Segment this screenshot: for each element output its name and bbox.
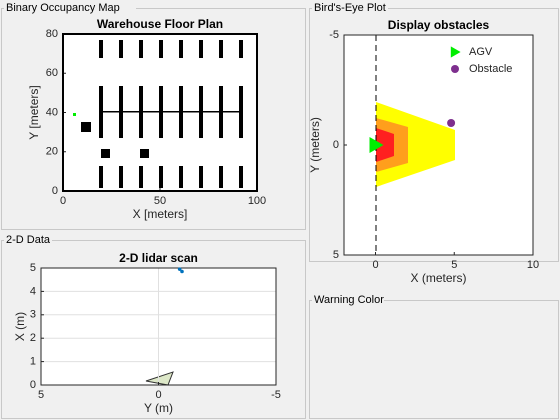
y-tick-label: 2 (30, 332, 36, 344)
y-tick-label: 0 (30, 379, 36, 391)
data-point (369, 137, 384, 153)
panel-title: Warning Color (314, 294, 384, 306)
legend-marker (450, 46, 461, 58)
y-tick-label: 80 (46, 28, 58, 40)
panel-title-bg (312, 2, 388, 15)
x-tick-label: -5 (271, 389, 281, 401)
x-axis-label: X [meters] (133, 207, 188, 221)
x-tick-label: 5 (38, 389, 44, 401)
legend-label: AGV (469, 46, 493, 58)
panel-border (309, 300, 559, 419)
y-tick-label: 0 (333, 139, 339, 151)
y-tick-label: -5 (329, 29, 339, 41)
panel-title-bg (312, 294, 384, 307)
y-tick-label: 40 (46, 106, 58, 118)
y-tick-label: 3 (30, 309, 36, 321)
data-point (180, 269, 184, 274)
x-axis-label: X (meters) (410, 271, 466, 285)
y-axis-label: Y (meters) (308, 117, 322, 173)
panel-title: Bird's-Eye Plot (314, 2, 386, 14)
chart-title: Display obstacles (388, 18, 490, 32)
y-tick-label: 60 (46, 67, 58, 79)
x-tick-label: 0 (155, 389, 161, 401)
y-axis-label: X (m) (13, 312, 27, 341)
panel-title-bg (4, 234, 52, 247)
panel-border (309, 8, 559, 262)
legend-marker (451, 65, 459, 73)
panel-border (1, 8, 306, 230)
panel-title-bg (4, 2, 136, 15)
vehicle (145, 371, 174, 386)
x-tick-label: 100 (248, 195, 266, 207)
coverage-area (376, 128, 394, 162)
chart-title: Warehouse Floor Plan (97, 17, 223, 31)
panel-title: 2-D Data (6, 234, 51, 246)
y-tick-label: 1 (30, 356, 36, 368)
x-tick-label: 50 (154, 195, 166, 207)
data-point (447, 119, 456, 127)
y-tick-label: 4 (30, 285, 36, 297)
panel-border (1, 240, 306, 419)
panel-title: Binary Occupancy Map (6, 2, 120, 14)
axes-box (343, 34, 534, 256)
x-axis-label: Y (m) (144, 401, 173, 415)
data-point (177, 267, 182, 271)
axes-box (62, 33, 258, 192)
x-tick-label: 0 (372, 259, 378, 271)
y-tick-label: 0 (52, 185, 58, 197)
x-tick-label: 5 (451, 259, 457, 271)
y-axis-label: Y [meters] (27, 85, 41, 139)
chart-title: 2-D lidar scan (119, 251, 198, 265)
x-tick-label: 10 (527, 259, 539, 271)
y-tick-label: 5 (333, 249, 339, 261)
y-tick-label: 20 (46, 146, 58, 158)
x-tick-label: 0 (60, 195, 66, 207)
y-tick-label: 5 (30, 262, 36, 274)
axes-box (40, 267, 277, 386)
legend-label: Obstacle (469, 63, 512, 75)
occupancy-grid (73, 40, 243, 188)
